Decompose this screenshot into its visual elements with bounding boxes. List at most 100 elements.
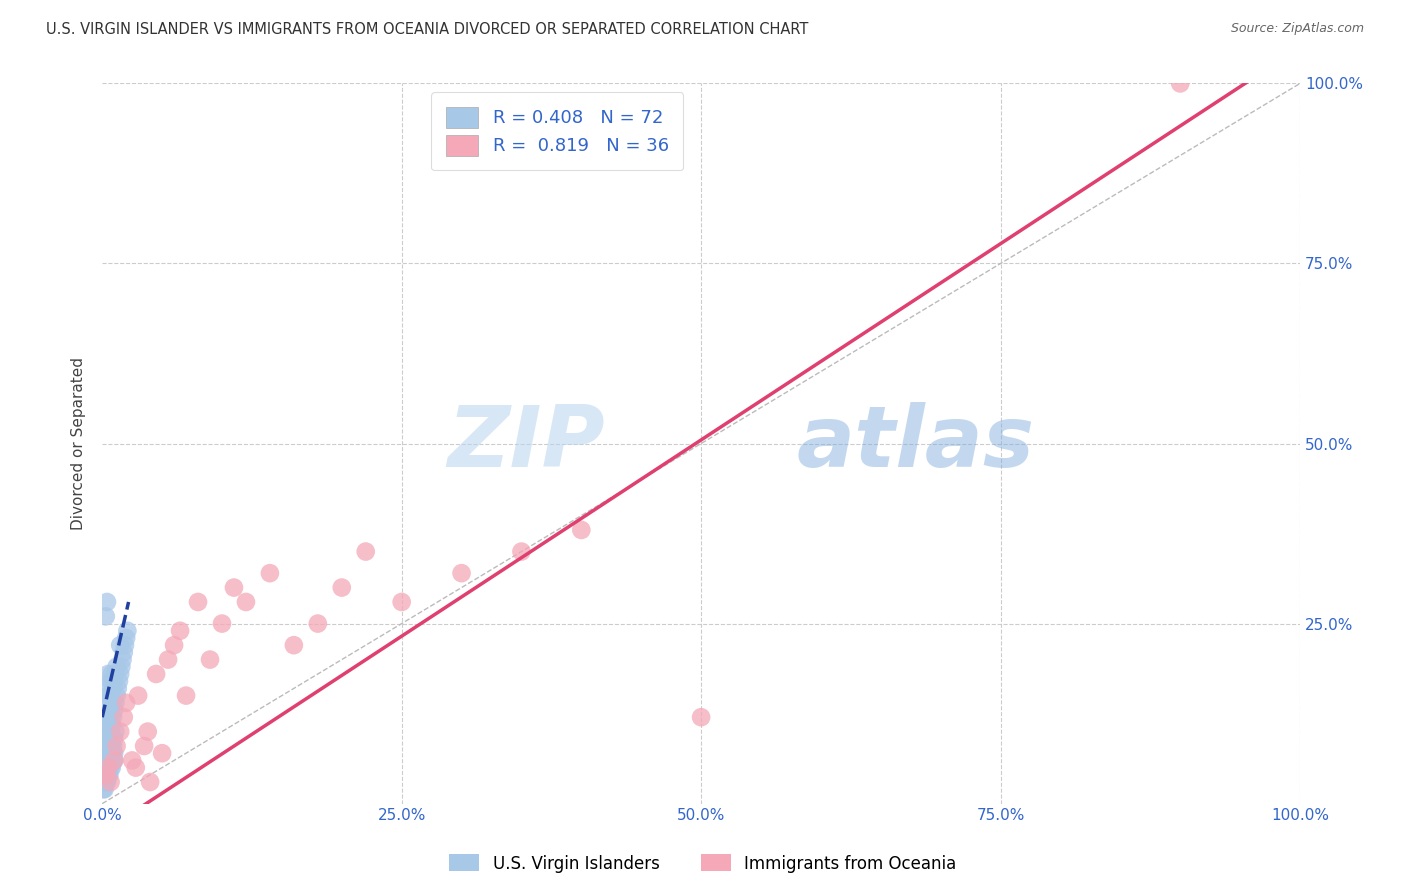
Text: atlas: atlas — [797, 402, 1035, 485]
Point — [97, 739, 120, 753]
Point — [93, 775, 115, 789]
Point — [96, 724, 118, 739]
Point — [98, 768, 121, 782]
Point — [101, 717, 124, 731]
Point — [93, 746, 115, 760]
Point — [450, 566, 472, 581]
Point — [101, 753, 124, 767]
Point — [93, 761, 115, 775]
Point — [96, 775, 118, 789]
Point — [97, 768, 120, 782]
Point — [134, 739, 156, 753]
Point — [97, 667, 120, 681]
Point — [112, 645, 135, 659]
Point — [101, 746, 124, 760]
Point — [103, 753, 125, 767]
Point — [96, 595, 118, 609]
Point — [103, 703, 125, 717]
Point — [96, 746, 118, 760]
Point — [97, 761, 120, 775]
Point — [108, 674, 131, 689]
Point — [121, 753, 143, 767]
Point — [97, 761, 120, 775]
Point — [391, 595, 413, 609]
Point — [103, 746, 125, 760]
Point — [97, 717, 120, 731]
Point — [94, 710, 117, 724]
Point — [98, 710, 121, 724]
Point — [98, 731, 121, 746]
Point — [93, 724, 115, 739]
Point — [330, 581, 353, 595]
Point — [354, 544, 377, 558]
Point — [103, 753, 125, 767]
Point — [101, 746, 124, 760]
Point — [259, 566, 281, 581]
Point — [101, 739, 124, 753]
Point — [101, 761, 124, 775]
Point — [100, 703, 122, 717]
Point — [163, 638, 186, 652]
Point — [103, 731, 125, 746]
Text: U.S. VIRGIN ISLANDER VS IMMIGRANTS FROM OCEANIA DIVORCED OR SEPARATED CORRELATIO: U.S. VIRGIN ISLANDER VS IMMIGRANTS FROM … — [46, 22, 808, 37]
Point — [222, 581, 245, 595]
Point — [211, 616, 233, 631]
Point — [98, 761, 121, 775]
Point — [150, 746, 173, 760]
Point — [94, 768, 117, 782]
Point — [100, 753, 122, 767]
Point — [690, 710, 713, 724]
Point — [94, 609, 117, 624]
Point — [104, 667, 127, 681]
Point — [100, 775, 122, 789]
Point — [110, 660, 132, 674]
Point — [1168, 77, 1191, 91]
Point — [93, 782, 115, 797]
Point — [96, 696, 118, 710]
Y-axis label: Divorced or Separated: Divorced or Separated — [72, 357, 86, 530]
Point — [108, 667, 131, 681]
Point — [103, 674, 125, 689]
Point — [107, 681, 129, 696]
Point — [108, 724, 131, 739]
Point — [94, 768, 117, 782]
Point — [105, 739, 128, 753]
Point — [136, 724, 159, 739]
Point — [115, 631, 138, 645]
Point — [100, 761, 122, 775]
Point — [510, 544, 533, 558]
Point — [111, 652, 134, 666]
Point — [98, 761, 121, 775]
Point — [187, 595, 209, 609]
Point — [97, 753, 120, 767]
Point — [100, 724, 122, 739]
Point — [93, 775, 115, 789]
Point — [96, 768, 118, 782]
Point — [235, 595, 257, 609]
Point — [108, 638, 131, 652]
Point — [100, 674, 122, 689]
Point — [101, 667, 124, 681]
Point — [93, 782, 115, 797]
Point — [94, 753, 117, 767]
Legend: R = 0.408   N = 72, R =  0.819   N = 36: R = 0.408 N = 72, R = 0.819 N = 36 — [432, 93, 683, 170]
Point — [174, 689, 197, 703]
Text: ZIP: ZIP — [447, 402, 606, 485]
Point — [157, 652, 180, 666]
Point — [97, 689, 120, 703]
Point — [125, 761, 148, 775]
Point — [104, 696, 127, 710]
Text: Source: ZipAtlas.com: Source: ZipAtlas.com — [1230, 22, 1364, 36]
Point — [96, 761, 118, 775]
Point — [569, 523, 592, 537]
Point — [283, 638, 305, 652]
Point — [94, 768, 117, 782]
Point — [98, 681, 121, 696]
Point — [101, 753, 124, 767]
Legend: U.S. Virgin Islanders, Immigrants from Oceania: U.S. Virgin Islanders, Immigrants from O… — [443, 847, 963, 880]
Point — [145, 667, 167, 681]
Point — [139, 775, 162, 789]
Point — [94, 731, 117, 746]
Point — [117, 624, 139, 638]
Point — [101, 696, 124, 710]
